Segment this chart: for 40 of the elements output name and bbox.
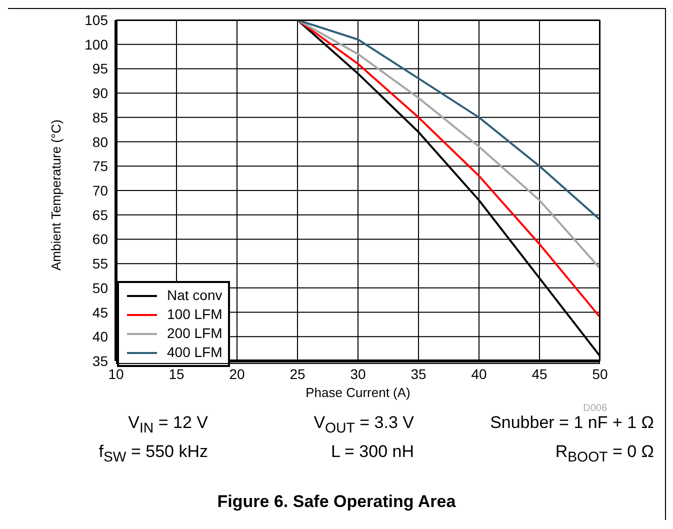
x-tick-label: 35 [410, 366, 426, 382]
text: Figure 6. Safe Operating Area [216, 492, 457, 513]
x-tick-label: 25 [290, 366, 306, 382]
x-tick-label: 15 [168, 366, 184, 382]
x-axis-title: Phase Current (A) [306, 385, 410, 400]
x-tick-label: 45 [532, 366, 548, 382]
y-tick-label: 45 [92, 304, 108, 320]
x-tick-label: 50 [592, 366, 608, 382]
legend-label: Nat conv [167, 286, 222, 305]
text: V$_{OUT}$ = 3.3 V [312, 413, 414, 436]
y-tick-label: 75 [92, 158, 108, 174]
y-tick-label: 65 [92, 206, 108, 223]
text: R$_{BOOT}$ = 0 Ω [554, 442, 654, 466]
text: f$_{SW}$ = 550 kHz [98, 442, 208, 466]
y-tick-label: 70 [92, 182, 108, 198]
y-tick-label: 50 [92, 280, 108, 296]
x-tick-label: 40 [471, 366, 487, 382]
y-tick-label: 35 [92, 352, 108, 369]
y-tick-label: 90 [92, 85, 108, 102]
line-series [296, 20, 600, 270]
x-tick-label: 20 [229, 366, 245, 382]
x-tick-label: 30 [350, 366, 366, 382]
text: D006 [583, 403, 607, 414]
legend-label: 200 LFM [167, 324, 222, 343]
legend-label: 100 LFM [167, 305, 222, 324]
text: L = 300 nH [330, 442, 414, 464]
legend-label: 400 LFM [167, 343, 222, 362]
y-tick-label: 40 [92, 328, 108, 345]
y-tick-label: 60 [92, 231, 108, 248]
y-tick-label: 80 [92, 134, 108, 150]
y-tick-label: 55 [92, 256, 108, 272]
y-tick-label: 105 [84, 12, 108, 28]
y-axis-title: Ambient Temperature (°C) [48, 120, 64, 270]
text: V$_{IN}$ = 12 V [127, 413, 208, 436]
y-tick-label: 95 [92, 60, 108, 77]
y-tick-label: 85 [92, 109, 108, 126]
x-tick-label: 10 [108, 366, 124, 382]
line-series [296, 20, 600, 221]
text: Snubber = 1 nF + 1 Ω [489, 413, 654, 434]
y-tick-label: 100 [84, 36, 108, 52]
